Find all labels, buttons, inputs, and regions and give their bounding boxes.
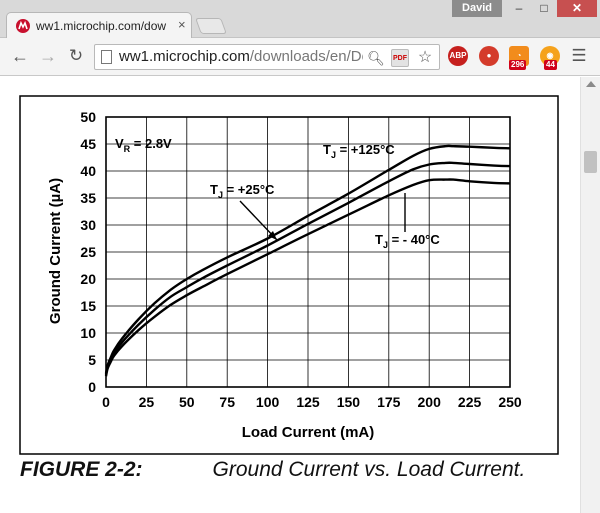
- tab-title: ww1.microchip.com/dow: [36, 19, 167, 33]
- series-line: [104, 178, 511, 377]
- scroll-up-arrow-icon[interactable]: [586, 81, 596, 87]
- series-line: [104, 161, 511, 375]
- y-tick-label: 0: [88, 379, 96, 395]
- x-tick-label: 25: [139, 394, 155, 410]
- x-tick-label: 150: [337, 394, 361, 410]
- bookmark-star-icon[interactable]: ☆: [417, 49, 433, 66]
- y-tick-label: 5: [88, 352, 96, 368]
- x-tick-label: 200: [418, 394, 442, 410]
- minimize-button[interactable]: –: [515, 1, 523, 15]
- back-arrow-icon[interactable]: ←: [11, 46, 29, 66]
- browser-tab[interactable]: ww1.microchip.com/dow ×: [6, 12, 192, 39]
- close-window-button[interactable]: ✕: [557, 0, 597, 17]
- y-tick-label: 45: [80, 136, 96, 152]
- figure-border: [19, 95, 559, 455]
- x-tick-label: 250: [498, 394, 522, 410]
- profile-button[interactable]: David: [452, 0, 502, 17]
- y-tick-label: 50: [80, 109, 96, 125]
- url-path: /downloads/en/Dev: [249, 48, 363, 65]
- address-bar[interactable]: ww1.microchip.com/downloads/en/Dev 🔍︎ PD…: [94, 44, 440, 70]
- y-tick-label: 30: [80, 217, 96, 233]
- annotation-vr: VR = 2.8V: [115, 136, 172, 154]
- y-tick-label: 20: [80, 271, 96, 287]
- adblock-icon[interactable]: ABP: [448, 46, 468, 66]
- page-icon: [101, 50, 112, 64]
- maximize-button[interactable]: □: [540, 1, 548, 15]
- scroll-thumb[interactable]: [584, 151, 597, 173]
- x-tick-label: 0: [102, 394, 110, 410]
- y-tick-label: 35: [80, 190, 96, 206]
- url-text[interactable]: ww1.microchip.com/downloads/en/Dev: [119, 48, 363, 66]
- ground-current-chart: 0 25 50 75 100 125 150 175 200 225 250 0 5 10 15 20 25 30…: [19, 95, 559, 455]
- new-tab-button[interactable]: [195, 18, 227, 34]
- url-host: ww1.microchip.com: [119, 48, 250, 65]
- x-axis-label: Load Current (mA): [242, 424, 375, 441]
- y-tick-label: 10: [80, 325, 96, 341]
- menu-icon[interactable]: ☰: [571, 46, 587, 65]
- x-tick-label: 125: [296, 394, 320, 410]
- x-tick-label: 100: [256, 394, 280, 410]
- browser-toolbar: ← → ↻ ww1.microchip.com/downloads/en/Dev…: [0, 38, 600, 76]
- y-tick-label: 15: [80, 298, 96, 314]
- annotation-tj-minus-40: TJ = - 40°C: [375, 232, 440, 250]
- forward-arrow-icon[interactable]: →: [39, 46, 57, 66]
- zoom-icon[interactable]: 🔍︎: [367, 50, 385, 66]
- reload-icon[interactable]: ↻: [68, 46, 84, 65]
- y-tick-label: 25: [80, 244, 96, 260]
- vertical-scrollbar[interactable]: [580, 77, 600, 513]
- tab-close-icon[interactable]: ×: [178, 17, 186, 32]
- title-bar: ww1.microchip.com/dow × David – □ ✕: [0, 0, 600, 39]
- x-tick-label: 75: [219, 394, 235, 410]
- plot-frame: [105, 116, 511, 388]
- y-tick-label: 40: [80, 163, 96, 179]
- y-axis-label: Ground Current (µA): [47, 178, 64, 324]
- pdf-page-content: 0 25 50 75 100 125 150 175 200 225 250 0 5 10 15 20 25 30…: [0, 77, 580, 513]
- feed-count-badge: 44: [544, 60, 557, 70]
- pdf-icon[interactable]: PDF: [391, 49, 409, 67]
- series-line: [104, 144, 511, 374]
- x-tick-label: 175: [377, 394, 401, 410]
- annotation-tj-25: TJ = +25°C: [210, 182, 275, 200]
- microchip-favicon-icon: [16, 19, 30, 33]
- figure-caption: FIGURE 2-2: Ground Current vs. Load Curre…: [20, 456, 560, 484]
- annotation-arrowhead-25: [268, 231, 277, 240]
- caption-text: Ground Current vs. Load Current.: [212, 458, 526, 481]
- caption-label: FIGURE 2-2:: [20, 458, 143, 481]
- rss-count-badge: 296: [509, 60, 527, 70]
- x-tick-label: 225: [458, 394, 482, 410]
- record-extension-icon[interactable]: ●: [479, 46, 499, 66]
- x-tick-label: 50: [179, 394, 195, 410]
- annotation-tj-125: TJ = +125°C: [323, 142, 395, 160]
